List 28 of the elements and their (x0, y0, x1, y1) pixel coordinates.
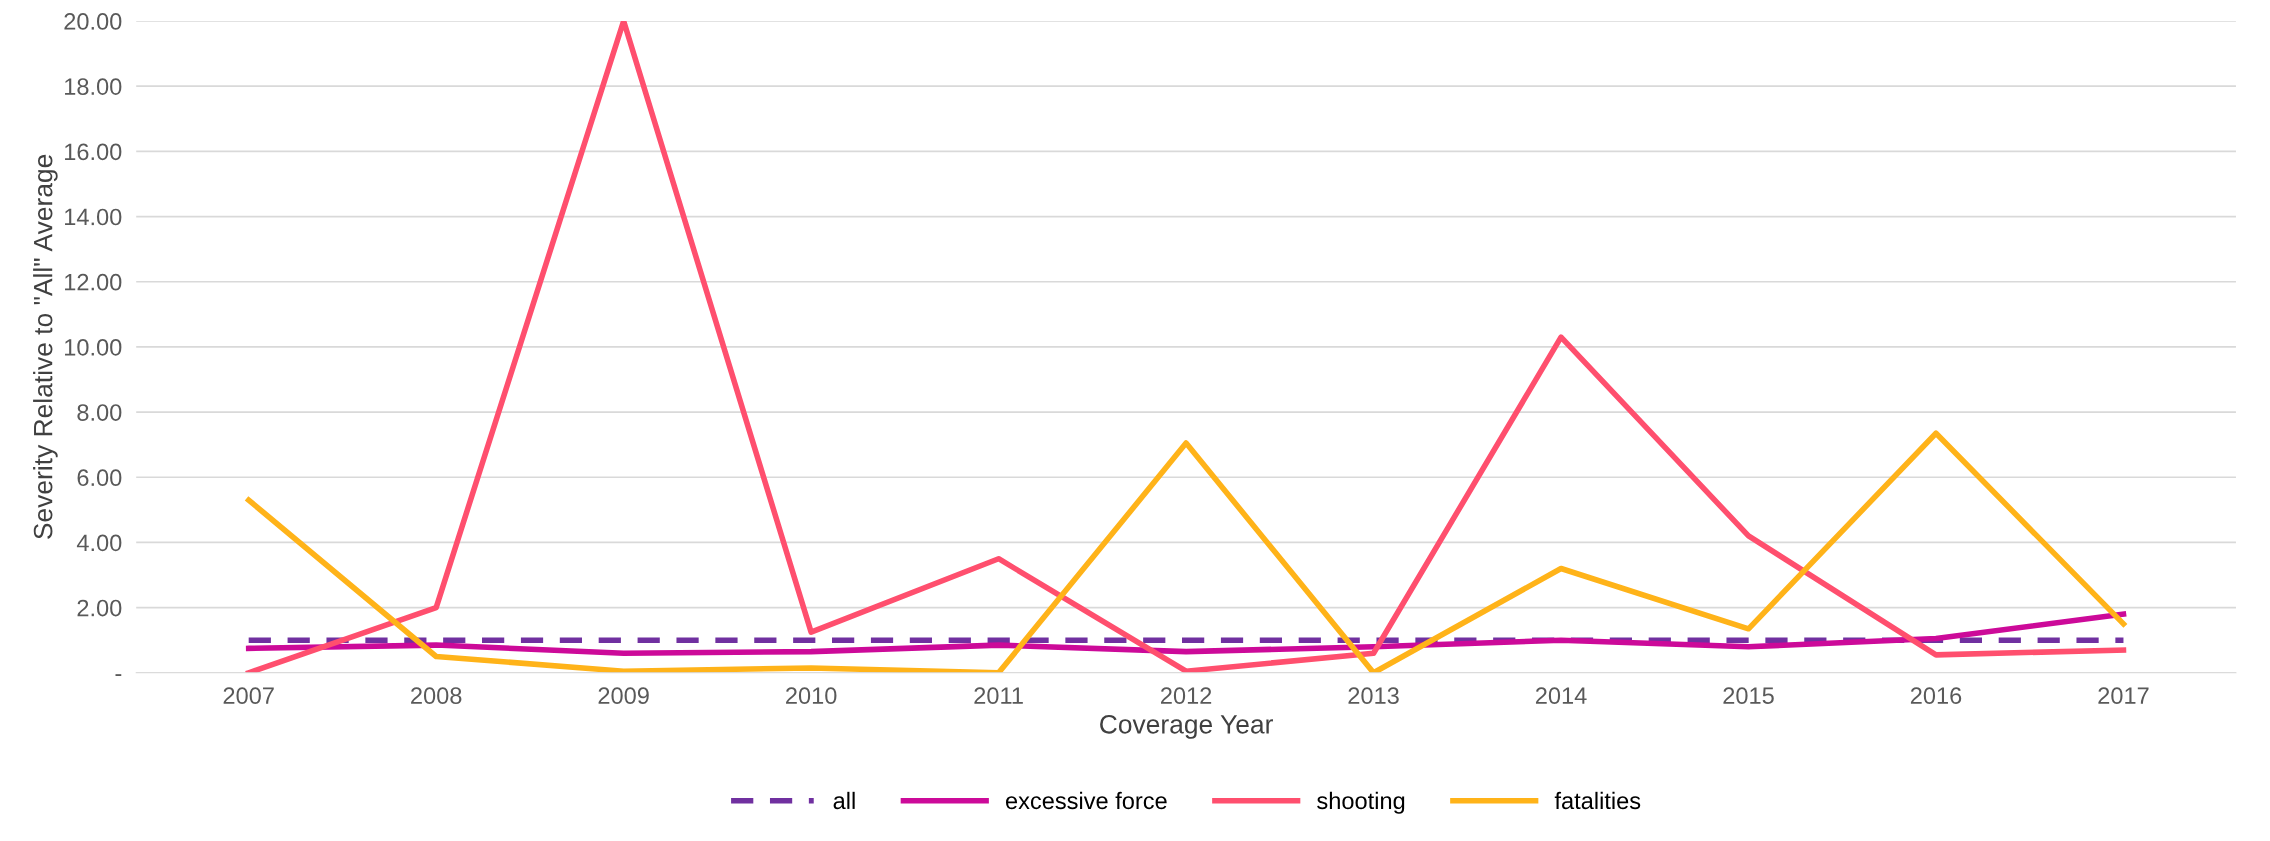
y-tick-label: 16.00 (65, 143, 122, 161)
x-axis-title: Coverage Year (1100, 714, 1273, 739)
x-tick-label: 2014 (1535, 687, 1587, 705)
legend-label: all (833, 791, 855, 810)
x-tick-label: 2013 (1348, 687, 1399, 705)
x-tick-label: 2008 (411, 687, 462, 705)
y-axis-title: Severity Relative to "All" Average (33, 154, 58, 539)
x-tick-label: 2009 (598, 687, 649, 705)
legend-label: shooting (1317, 791, 1405, 814)
x-tick-label: 2017 (2098, 687, 2149, 705)
x-tick-label: 2007 (223, 687, 274, 705)
y-tick-label: 8.00 (77, 404, 122, 421)
x-tick-label: 2012 (1161, 687, 1212, 705)
y-tick-label: 6.00 (77, 469, 122, 487)
x-tick-label: 2016 (1910, 687, 1962, 705)
y-tick-label: 20.00 (64, 13, 122, 30)
legend-label: excessive force (1005, 791, 1167, 810)
x-tick-label: 2015 (1723, 687, 1774, 705)
y-tick-label: 4.00 (76, 534, 122, 552)
x-tick-label: 2010 (786, 687, 837, 705)
y-tick-label: 12.00 (65, 273, 122, 291)
y-tick-label: - (115, 674, 122, 677)
x-tick-label: 2011 (974, 687, 1023, 705)
y-tick-label: 18.00 (65, 78, 122, 95)
y-tick-label: 10.00 (65, 338, 122, 356)
y-tick-label: 2.00 (77, 599, 122, 617)
y-tick-label: 14.00 (65, 208, 122, 226)
legend-label: fatalities (1554, 791, 1641, 810)
